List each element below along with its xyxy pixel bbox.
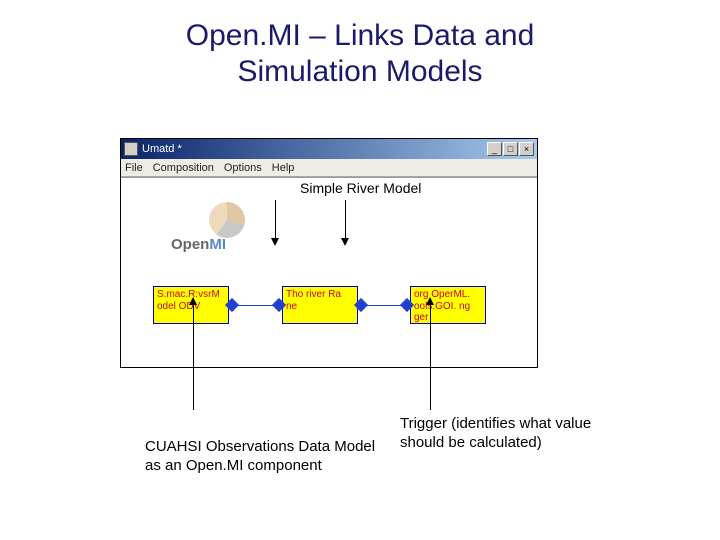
canvas: OpenMI S.mac.R:vsrM odel ODV Tho river R… — [121, 177, 537, 367]
logo-text-accent: MI — [209, 236, 226, 253]
arrow-line — [430, 303, 431, 410]
caption-trigger-l2: should be calculated) — [400, 434, 650, 453]
caption-trigger: Trigger (identifies what value should be… — [400, 415, 650, 453]
arrow-head-down-icon — [341, 238, 349, 246]
openmi-logo: OpenMI — [171, 206, 281, 256]
arrow-line — [345, 200, 346, 240]
caption-cuahsi-l1: CUAHSI Observations Data Model — [145, 438, 405, 457]
app-window: Umatd * _ □ × File Composition Options H… — [120, 138, 538, 368]
node-simpleriver[interactable]: S.mac.R:vsrM odel ODV — [153, 286, 229, 324]
app-icon — [124, 142, 138, 156]
caption-trigger-l1: Trigger (identifies what value — [400, 415, 650, 434]
caption-cuahsi-l2: as an Open.MI component — [145, 457, 405, 476]
slide-title: Open.MI – Links Data and Simulation Mode… — [0, 0, 720, 90]
menu-help[interactable]: Help — [272, 162, 295, 174]
menu-file[interactable]: File — [125, 162, 143, 174]
caption-cuahsi: CUAHSI Observations Data Model as an Ope… — [145, 438, 405, 476]
menu-composition[interactable]: Composition — [153, 162, 214, 174]
title-line2: Simulation Models — [0, 54, 720, 90]
menubar: File Composition Options Help — [121, 159, 537, 177]
maximize-button[interactable]: □ — [503, 142, 518, 156]
title-line1: Open.MI – Links Data and — [0, 18, 720, 54]
arrow-head-down-icon — [271, 238, 279, 246]
logo-text: OpenMI — [171, 236, 226, 253]
titlebar: Umatd * _ □ × — [121, 139, 537, 159]
arrow-line — [193, 303, 194, 410]
arrow-line — [275, 200, 276, 240]
arrow-head-up-icon — [426, 297, 434, 305]
node-trigger[interactable]: org OperML. ools.GOI. ng ger — [410, 286, 486, 324]
window-title: Umatd * — [142, 143, 487, 155]
label-simple-river: Simple River Model — [300, 180, 421, 196]
node-rhine[interactable]: Tho river Ra ne — [282, 286, 358, 324]
minimize-button[interactable]: _ — [487, 142, 502, 156]
arrow-head-up-icon — [189, 297, 197, 305]
logo-swirl-icon — [209, 202, 245, 238]
window-controls: _ □ × — [487, 142, 534, 156]
menu-options[interactable]: Options — [224, 162, 262, 174]
logo-text-pre: Open — [171, 236, 209, 253]
close-button[interactable]: × — [519, 142, 534, 156]
